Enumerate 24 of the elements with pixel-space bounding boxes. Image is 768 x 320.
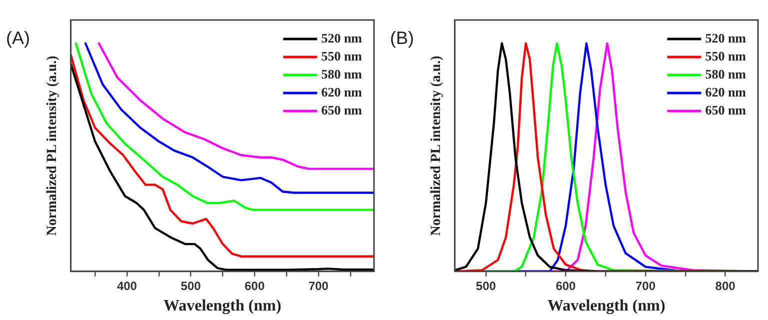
legend-label: 620 nm — [321, 84, 362, 100]
x-tick-label: 600 — [556, 278, 576, 293]
legend-label: 580 nm — [705, 66, 746, 82]
legend-label: 650 nm — [321, 102, 362, 118]
x-tick-label: 500 — [476, 278, 496, 293]
text: (A) — [6, 28, 30, 48]
y-axis-title: Normalized PL intensity (a.u.) — [45, 55, 60, 236]
x-axis-title: Wavelength (nm) — [548, 298, 666, 315]
legend-label: 520 nm — [321, 30, 362, 46]
x-tick-label: 400 — [116, 278, 138, 293]
x-tick-label: 500 — [180, 278, 202, 293]
text: (B) — [390, 28, 414, 48]
legend-label: 520 nm — [705, 30, 746, 46]
y-axis-title: Normalized PL intensity (a.u.) — [429, 55, 444, 236]
legend-label: 580 nm — [321, 66, 362, 82]
legend-label: 650 nm — [705, 102, 746, 118]
legend-label: 550 nm — [705, 48, 746, 64]
legend-label: 550 nm — [321, 48, 362, 64]
x-tick-label: 700 — [635, 278, 656, 293]
x-tick-label: 700 — [308, 278, 329, 293]
x-tick-label: 800 — [715, 278, 736, 293]
x-tick-label: 600 — [244, 278, 265, 293]
x-axis-title: Wavelength (nm) — [164, 298, 282, 315]
legend-label: 620 nm — [705, 84, 746, 100]
